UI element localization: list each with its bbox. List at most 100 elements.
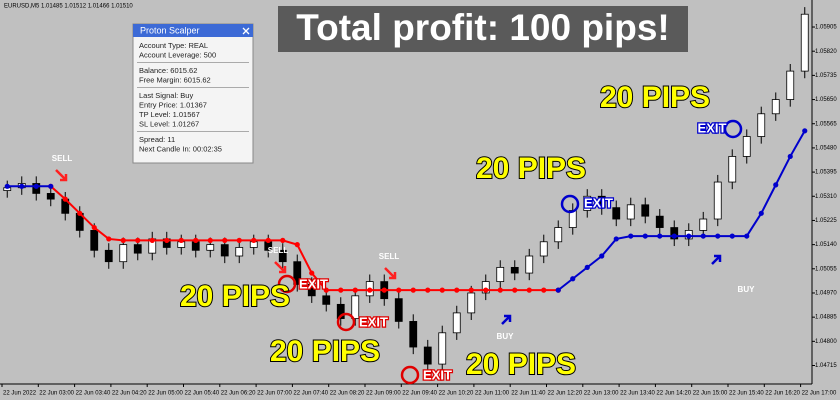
plot-area	[3, 7, 809, 372]
y-tick-label: 1.05055	[815, 266, 837, 272]
candle-body	[191, 241, 200, 251]
candle-body	[728, 156, 737, 183]
indicator-dot	[309, 270, 315, 276]
panel-close[interactable]	[242, 27, 250, 35]
candle-body	[510, 266, 519, 274]
candle-body	[409, 321, 418, 348]
indicator-dot	[33, 183, 39, 189]
candle-body	[46, 193, 55, 200]
indicator-dot	[526, 287, 532, 293]
candle-body	[800, 13, 809, 72]
indicator-dot	[91, 224, 97, 231]
candle-body	[757, 113, 766, 137]
x-tick-label: 22 Jun 03:40	[76, 391, 111, 397]
indicator-dot	[4, 183, 10, 189]
candle-body	[119, 244, 128, 263]
title-banner	[278, 6, 688, 52]
candle-body	[394, 298, 403, 322]
indicator-dot	[483, 287, 489, 293]
indicator-dot	[120, 237, 126, 243]
candle-body	[655, 215, 664, 228]
indicator-dot	[584, 264, 590, 270]
indicator-dot	[77, 210, 83, 216]
panel-line: Last Signal: Buy	[139, 91, 193, 100]
indicator-dot	[613, 236, 619, 242]
x-tick-label: 22 Jun 15:40	[729, 391, 764, 397]
indicator-dot	[497, 287, 503, 293]
y-tick-label: 1.05905	[815, 25, 837, 31]
candle-body	[713, 181, 722, 220]
indicator-dot	[642, 233, 648, 239]
candle-body	[467, 292, 476, 314]
y-tick-label: 1.04800	[815, 339, 837, 345]
y-tick-label: 1.05650	[815, 97, 837, 103]
indicator-dot	[193, 237, 199, 243]
y-tick-label: 1.04970	[815, 291, 837, 297]
exit-label: EXIT	[299, 276, 328, 291]
panel-line: Account Leverage: 500	[139, 50, 216, 59]
indicator-dot	[62, 196, 68, 202]
indicator-dot	[715, 233, 721, 239]
x-tick-label: 22 Jun 13:40	[620, 391, 655, 397]
y-tick-label: 1.05820	[815, 49, 837, 55]
info-panel: Proton Scalper Account Type: REALAccount…	[132, 23, 254, 164]
candle-body	[278, 249, 287, 263]
x-tick-label: 22 Jun 16:20	[765, 391, 800, 397]
indicator-dot	[265, 237, 271, 243]
candle-body	[220, 244, 229, 257]
x-tick-label: 22 Jun 12:20	[548, 391, 583, 397]
x-tick-label: 22 Jun 11:00	[475, 391, 510, 397]
x-tick-label: 22 Jun 09:00	[366, 391, 401, 397]
exit-circle	[560, 194, 580, 214]
panel-line: Balance: 6015.62	[139, 66, 197, 75]
candle-body	[597, 195, 606, 209]
panel-line: TP Level: 1.01567	[139, 110, 200, 119]
sell-label: SELL	[379, 252, 400, 261]
pips-label: 20 PIPS	[476, 152, 586, 185]
x-tick-label: 22 Jun 08:20	[330, 391, 365, 397]
panel-line: Account Type: REAL	[139, 41, 208, 50]
indicator-dot	[19, 183, 25, 189]
indicator-dot	[222, 237, 228, 243]
x-tick-label: 22 Jun 13:00	[584, 391, 619, 397]
x-tick-label: 22 Jun 10:20	[439, 391, 474, 397]
indicator-dot	[744, 233, 750, 239]
x-tick-label: 22 Jun 04:20	[112, 391, 147, 397]
candle-body	[742, 136, 751, 157]
candle-body	[786, 70, 795, 100]
candle-body	[670, 227, 679, 240]
exit-label: EXIT	[584, 195, 613, 210]
buy-arrow	[501, 314, 512, 325]
x-tick-label: 22 Jun 07:00	[257, 391, 292, 397]
indicator-dot	[802, 128, 808, 134]
x-tick-label: 22 Jun 14:20	[656, 391, 691, 397]
candle-body	[90, 229, 99, 251]
indicator-dot	[628, 233, 634, 239]
indicator-dot	[512, 287, 518, 293]
indicator-dot	[773, 182, 779, 188]
exit-circle	[400, 365, 420, 385]
indicator-dot	[686, 233, 692, 239]
chart-title: Total profit: 100 pips!	[296, 7, 669, 48]
candle-body	[293, 261, 302, 285]
indicator-dot	[280, 237, 286, 243]
symbol-header: EURUSD,M5 1.01485 1.01512 1.01466 1.0151…	[4, 4, 133, 10]
indicator-dot	[164, 237, 170, 243]
indicator-dot	[787, 153, 793, 160]
x-tick-label: 22 Jun 2022	[3, 391, 37, 397]
candle-body	[554, 227, 563, 243]
indicator-dot	[381, 287, 387, 293]
candle-body	[104, 249, 113, 263]
candle-body	[235, 247, 244, 257]
x-tick-label: 22 Jun 17:00	[802, 391, 837, 397]
panel-title: Proton Scalper	[140, 25, 200, 35]
x-tick-label: 22 Jun 09:40	[402, 391, 437, 397]
indicator-dot	[236, 237, 242, 243]
y-tick-label: 1.05565	[815, 121, 837, 127]
indicator-dot	[671, 233, 677, 239]
y-tick-label: 1.05310	[815, 194, 837, 200]
sell-arrow	[274, 261, 287, 274]
indicator-dot	[425, 287, 431, 293]
